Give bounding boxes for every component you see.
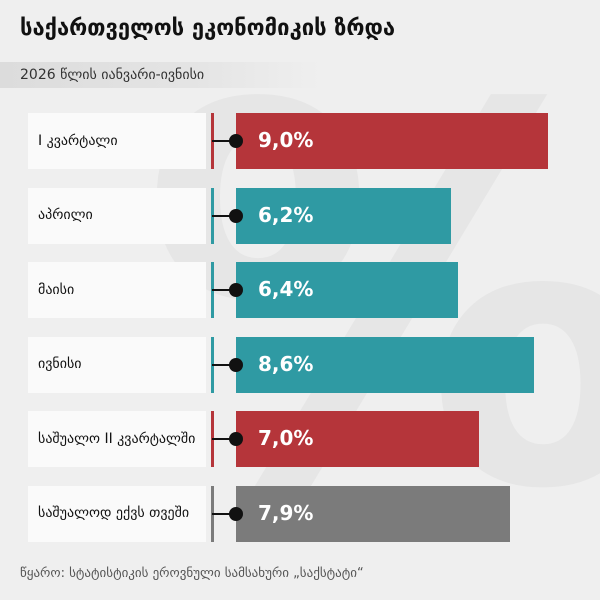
connector-dot [229,506,243,521]
bar [236,262,458,318]
value-label: 6,2% [258,202,314,227]
category-label: ივნისი [28,336,206,393]
value-label: 8,6% [258,351,314,376]
bar [236,187,451,244]
connector-dot [229,208,243,223]
value-label: 9,0% [258,128,314,152]
source-note: წყარო: სტატისტიკის ეროვნული სამსახური „ს… [20,566,364,581]
chart-title: საქართველოს ეკონომიკის ზრდა [20,16,396,41]
category-label: საშუალოდ ექვს თვეში [28,485,206,542]
category-label: მაისი [28,262,206,318]
bar [236,336,535,393]
connector-dot [229,134,243,148]
connector [212,289,236,291]
connector [212,140,236,142]
connector [212,363,236,366]
chart-subtitle: 2026 წლის იანვარი-ივნისი [0,62,320,88]
value-label: 7,9% [258,500,314,525]
bar [236,485,510,542]
connector [212,214,236,217]
connector-dot [229,357,243,372]
bar [236,113,548,169]
category-label: აპრილი [28,187,206,244]
category-label: საშუალო II კვარტალში [28,411,206,467]
bar [236,411,479,467]
category-label: I კვარტალი [28,113,206,169]
connector [212,438,236,440]
connector-dot [229,432,243,446]
connector [212,512,236,515]
value-label: 6,4% [258,277,314,301]
connector-dot [229,283,243,297]
value-label: 7,0% [258,426,314,450]
